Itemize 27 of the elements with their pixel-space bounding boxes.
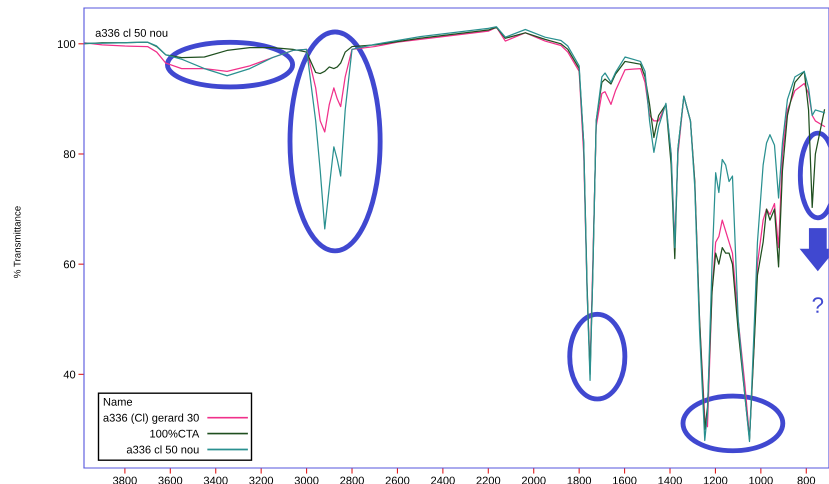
x-tick-label: 2200 [476, 476, 500, 484]
x-tick-label: 3800 [112, 476, 137, 484]
y-tick-label: 100 [58, 40, 76, 48]
y-tick-label: 60 [64, 260, 76, 268]
legend-label: a336 cl 50 nou [126, 445, 199, 454]
x-tick-label: 1600 [613, 476, 637, 484]
x-tick-label: 800 [798, 476, 816, 484]
x-tick-label: 1400 [658, 476, 682, 484]
y-tick-label: 40 [64, 370, 76, 378]
x-tick-label: 2400 [431, 476, 455, 484]
legend-label: a336 (Cl) gerard 30 [103, 414, 199, 424]
y-tick-label: 80 [64, 150, 76, 158]
legend-label: 100%CTA [150, 430, 200, 438]
x-tick-label: 2600 [386, 476, 410, 484]
x-tick-label: 1000 [749, 476, 773, 484]
x-tick-label: 1200 [704, 476, 728, 484]
x-tick-label: 1800 [568, 476, 592, 484]
x-tick-label: 2000 [522, 476, 546, 484]
annotation: ? [812, 297, 824, 313]
x-tick-label: 3000 [294, 476, 319, 484]
x-tick-label: 2800 [340, 476, 364, 484]
x-tick-label: 3600 [158, 476, 182, 484]
text: a336 cl 50 nou [96, 28, 168, 37]
x-tick-label: 3200 [249, 476, 274, 484]
y-axis-title: % Transmittance [13, 206, 21, 278]
x-tick-label: 3400 [204, 476, 228, 484]
legend-title: Name [104, 398, 132, 406]
